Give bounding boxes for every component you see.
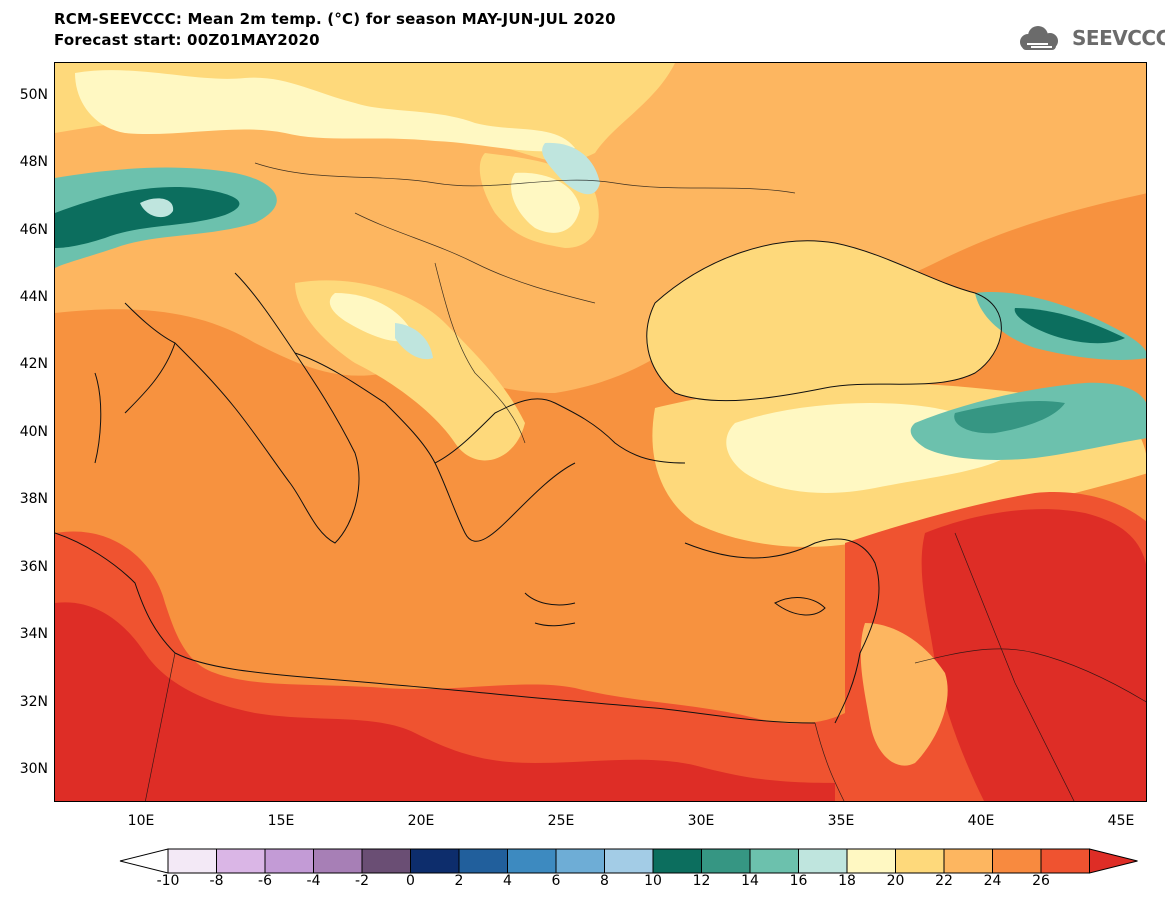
- colorbar-label: 26: [1032, 873, 1050, 889]
- colorbar-swatch: [167, 848, 217, 874]
- carpathian-pale-field: [511, 172, 580, 233]
- colorbar-label: 14: [741, 873, 759, 889]
- temperature-map: [54, 62, 1147, 802]
- balkans-teal-field: [395, 323, 433, 360]
- levant-yellow-field: [860, 623, 948, 766]
- lat-label: 48N: [19, 154, 48, 170]
- lon-label: 40E: [967, 813, 995, 829]
- lat-label: 46N: [19, 222, 48, 238]
- colorbar-swatch: [749, 848, 799, 874]
- colorbar-swatch: [895, 848, 945, 874]
- lon-label: 30E: [687, 813, 715, 829]
- pale-alps-field: [75, 70, 575, 152]
- colorbar-swatch: [555, 848, 605, 874]
- colorbar-label: -10: [156, 873, 180, 889]
- colorbar-label: 8: [600, 873, 609, 889]
- north-africa-deep-red-field: [55, 602, 835, 801]
- country-borders: [145, 162, 1146, 801]
- colorbar-label: 6: [551, 873, 561, 889]
- colorbar-swatch: [1040, 848, 1090, 874]
- colorbar-label: 12: [692, 873, 711, 889]
- lon-label: 45E: [1107, 813, 1135, 829]
- colorbar-label: -8: [209, 873, 224, 889]
- colorbar-min-arrow: [119, 848, 169, 874]
- carpathian-teal-field: [542, 142, 600, 195]
- lat-label: 50N: [19, 87, 48, 103]
- middle-east-deep-red-field: [921, 509, 1146, 801]
- balkans-yellow-field: [295, 280, 525, 461]
- colorbar-label: 20: [886, 873, 905, 889]
- alps-pale-teal-field: [140, 198, 174, 218]
- colorbar-label: 4: [503, 873, 512, 889]
- lon-label: 10E: [127, 813, 155, 829]
- lat-label: 42N: [19, 356, 48, 372]
- colorbar-label: 18: [838, 873, 856, 889]
- lon-label: 35E: [827, 813, 855, 829]
- lat-label: 30N: [19, 761, 48, 777]
- lon-label: 20E: [407, 813, 435, 829]
- lat-label: 40N: [19, 424, 48, 440]
- colorbar-label: 16: [789, 873, 808, 889]
- colorbar-swatch: [458, 848, 508, 874]
- black-sea-field: [646, 240, 1002, 401]
- colorbar-swatch: [216, 848, 266, 874]
- cloud-icon: [1020, 26, 1058, 50]
- colorbar-swatch: [313, 848, 363, 874]
- colorbar-label: -2: [355, 873, 369, 889]
- colorbar-swatch: [798, 848, 848, 874]
- colorbar-swatch: [992, 848, 1042, 874]
- colorbar-label: -4: [306, 873, 321, 889]
- colorbar-swatch: [943, 848, 993, 874]
- colorbar-swatch: [264, 848, 314, 874]
- lat-label: 32N: [19, 694, 48, 710]
- colorbar-label: 24: [983, 873, 1002, 889]
- balkans-pale-field: [329, 293, 415, 342]
- colorbar-swatch: [846, 848, 896, 874]
- forecast-start-label: Forecast start: 00Z01MAY2020: [54, 31, 320, 49]
- colorbar-swatch: [652, 848, 702, 874]
- map-title: RCM-SEEVCCC: Mean 2m temp. (°C) for seas…: [54, 10, 616, 28]
- caucasus-dark-field: [1014, 308, 1125, 344]
- lat-label: 38N: [19, 491, 48, 507]
- map-canvas: [55, 63, 1146, 801]
- lat-label: 44N: [19, 289, 48, 305]
- lat-label: 34N: [19, 626, 48, 642]
- colorbar-max-arrow: [1089, 848, 1138, 874]
- colorbar-swatch: [701, 848, 751, 874]
- colorbar-label: 0: [406, 873, 415, 889]
- lon-label: 15E: [267, 813, 295, 829]
- lon-label: 25E: [547, 813, 575, 829]
- colorbar-swatch: [507, 848, 557, 874]
- alps-dark-teal-field: [55, 187, 240, 248]
- logo-text: SEEVCCC: [1072, 26, 1165, 50]
- colorbar-label: 10: [644, 873, 662, 889]
- colorbar-label: 2: [454, 873, 464, 889]
- colorbar-swatch: [604, 848, 654, 874]
- colorbar-swatch: [410, 848, 460, 874]
- coastlines: [55, 240, 1002, 724]
- anatolia-teal-dark-field: [954, 401, 1065, 434]
- lat-label: 36N: [19, 559, 48, 575]
- colorbar-label: -6: [258, 873, 272, 889]
- colorbar-label: 22: [935, 873, 953, 889]
- colorbar-swatch: [361, 848, 411, 874]
